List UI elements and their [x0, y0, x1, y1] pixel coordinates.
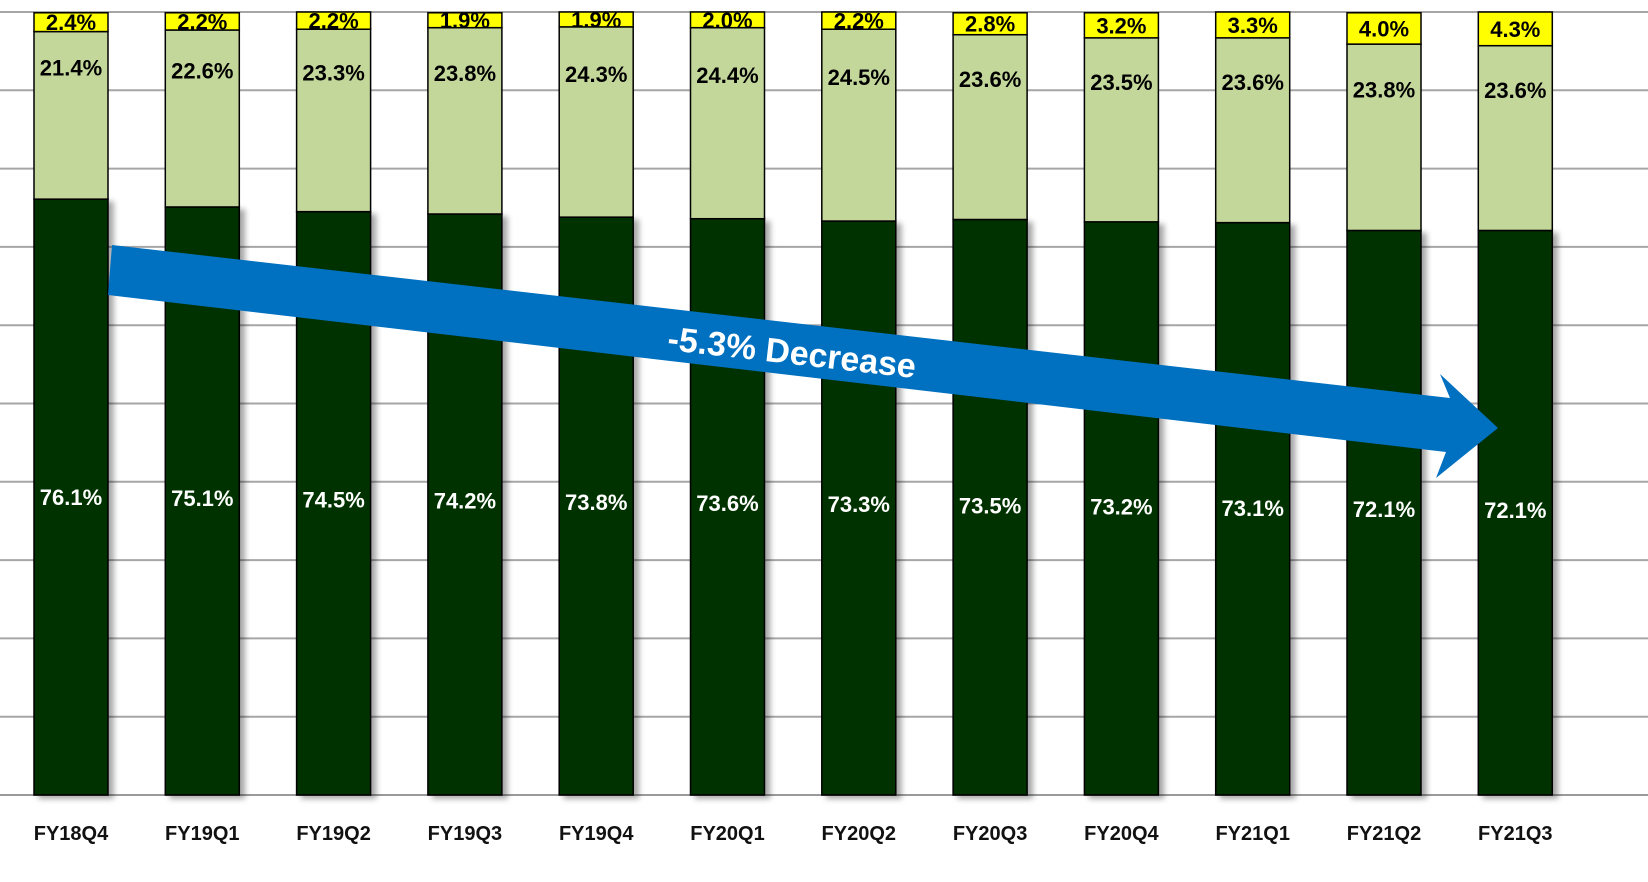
bar-group-fy19q2: 74.5% 23.3% 2.2%	[295, 9, 372, 796]
bar-segment	[33, 30, 109, 200]
bar-segment	[689, 26, 766, 220]
data-label: 2.2%	[834, 9, 884, 34]
data-label: 2.2%	[177, 9, 227, 34]
bar-segment	[1083, 221, 1160, 796]
bar-group-fy21q3: 72.1% 23.6% 4.3%	[1477, 11, 1554, 796]
data-label: 2.4%	[46, 10, 96, 35]
x-tick-label: FY19Q2	[296, 823, 370, 845]
bar-group-fy20q2: 73.3% 24.5% 2.2%	[821, 9, 897, 796]
bar-segment	[295, 28, 372, 213]
data-label: 74.2%	[434, 489, 496, 514]
bar-segment	[1477, 44, 1554, 232]
bar-segment	[295, 11, 372, 30]
bar-segment	[689, 11, 766, 29]
data-label: 73.5%	[959, 493, 1021, 518]
data-label: 74.5%	[302, 487, 364, 512]
data-label: 73.2%	[1090, 495, 1152, 520]
bar-segment	[33, 12, 109, 33]
data-label: 23.8%	[434, 61, 496, 86]
bar-segment	[952, 12, 1028, 36]
data-label: 72.1%	[1484, 498, 1546, 523]
bar-segment	[1346, 229, 1422, 796]
bar-group-fy18q4: 76.1% 21.4% 2.4%	[33, 10, 109, 796]
x-tick-label: FY20Q4	[1084, 823, 1159, 845]
bar-segment	[164, 29, 241, 208]
x-axis-labels: FY18Q4 FY19Q1 FY19Q2 FY19Q3 FY19Q4 FY20Q1 FY20…	[34, 823, 1553, 845]
bar-segment	[558, 11, 634, 28]
bar-group-fy21q1: 73.1% 23.6% 3.3%	[1214, 11, 1291, 796]
data-label: 1.9%	[440, 8, 490, 33]
bar-segment	[1346, 12, 1422, 45]
x-tick-label: FY19Q4	[559, 823, 634, 845]
bar-segment	[1346, 43, 1422, 232]
data-label: 24.4%	[696, 63, 758, 88]
bar-group-fy19q1: 75.1% 22.6% 2.2%	[164, 9, 241, 796]
bar-group-fy21q2: 72.1% 23.8% 4.0%	[1346, 12, 1422, 796]
bar-segment	[1083, 12, 1160, 39]
data-label: 23.8%	[1353, 77, 1415, 102]
data-label: 22.6%	[171, 58, 233, 83]
data-label: 4.0%	[1359, 16, 1409, 41]
x-tick-label: FY21Q3	[1478, 823, 1552, 845]
bar-group-fy20q4: 73.2% 23.5% 3.2%	[1083, 12, 1160, 796]
x-tick-label: FY20Q3	[953, 823, 1027, 845]
bar-segment	[1214, 221, 1291, 796]
x-tick-label: FY20Q1	[690, 823, 764, 845]
data-label: 2.0%	[702, 8, 752, 33]
data-label: 24.5%	[828, 65, 890, 90]
data-label: 4.3%	[1490, 17, 1540, 42]
x-tick-label: FY19Q3	[428, 823, 502, 845]
data-label: 23.5%	[1090, 70, 1152, 95]
data-label: 73.1%	[1222, 496, 1284, 521]
bar-segment	[1083, 37, 1160, 223]
bar-segment	[1477, 229, 1554, 796]
bar-segment	[952, 218, 1028, 796]
data-label: 21.4%	[40, 55, 102, 80]
data-label: 2.2%	[309, 9, 359, 34]
bar-segment	[821, 11, 897, 30]
bar-group-fy19q3: 74.2% 23.8% 1.9%	[427, 8, 503, 796]
data-label: 3.2%	[1096, 13, 1146, 38]
data-label: 73.3%	[828, 492, 890, 517]
data-label: 23.6%	[1222, 70, 1284, 95]
bar-segment	[164, 12, 241, 31]
data-label: 73.6%	[696, 491, 758, 516]
bar-segment	[33, 198, 109, 796]
bar-groups: 76.1% 21.4% 2.4% 75.1% 22.6% 2.2% 74.5% 23.3% 2.…	[33, 7, 1554, 796]
x-tick-label: FY18Q4	[34, 823, 109, 845]
bar-segment	[427, 26, 503, 215]
x-tick-label: FY20Q2	[822, 823, 896, 845]
bar-segment	[1214, 37, 1291, 224]
bar-segment	[821, 220, 897, 796]
data-label: 3.3%	[1228, 13, 1278, 38]
bar-group-fy19q4: 73.8% 24.3% 1.9%	[558, 7, 634, 796]
bar-group-fy20q3: 73.5% 23.6% 2.8%	[952, 12, 1028, 796]
bar-segment	[558, 26, 634, 218]
data-label: 23.6%	[959, 67, 1021, 92]
data-label: 23.6%	[1484, 78, 1546, 103]
bar-segment	[1477, 11, 1554, 47]
data-label: 75.1%	[171, 486, 233, 511]
bar-segment	[821, 28, 897, 222]
data-label: 2.8%	[965, 12, 1015, 37]
data-label: 76.1%	[40, 485, 102, 510]
x-tick-label: FY19Q1	[165, 823, 239, 845]
data-label: 24.3%	[565, 62, 627, 87]
data-label: 72.1%	[1353, 497, 1415, 522]
x-tick-label: FY21Q2	[1347, 823, 1421, 845]
bar-group-fy20q1: 73.6% 24.4% 2.0%	[689, 8, 766, 796]
bar-segment	[952, 33, 1028, 221]
data-label: 1.9%	[571, 7, 621, 32]
x-tick-label: FY21Q1	[1215, 823, 1289, 845]
bar-segment	[427, 12, 503, 29]
data-label: 23.3%	[302, 60, 364, 85]
bar-segment	[1214, 11, 1291, 39]
data-label: 73.8%	[565, 490, 627, 515]
trend-arrow-icon	[108, 245, 1498, 478]
